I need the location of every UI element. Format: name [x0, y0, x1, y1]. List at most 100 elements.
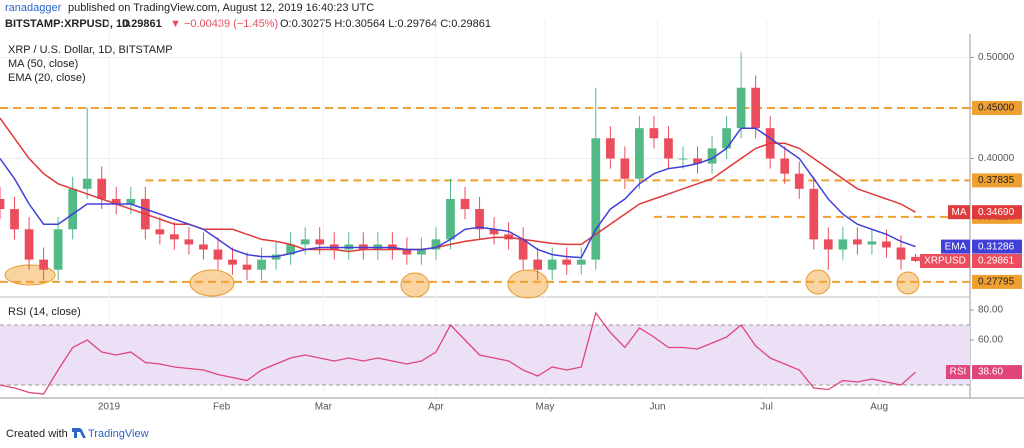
candle-body: [707, 148, 717, 164]
badge-box: [972, 239, 1022, 254]
logo: [72, 428, 86, 438]
badge-name: MA: [952, 207, 967, 218]
candle-body: [664, 138, 673, 159]
candle-body: [0, 198, 5, 210]
candle-body: [39, 259, 48, 270]
candle-body: [402, 249, 412, 255]
level-badge: [972, 274, 1022, 289]
rsi-line: [0, 311, 916, 395]
level-badge-label: 0.27795: [978, 277, 1015, 288]
candle-body: [780, 158, 790, 174]
x-tick-label: 2019: [98, 402, 121, 413]
candle-body: [591, 138, 601, 260]
candle-body: [82, 178, 92, 189]
series-line: [0, 127, 916, 259]
legend-rsi: RSI (14, close): [8, 306, 81, 318]
author[interactable]: ranadagger: [5, 2, 62, 14]
candle-body: [518, 239, 528, 260]
rsi-badge-name-box: [946, 365, 970, 380]
legend-ma: MA (50, close): [8, 58, 78, 70]
candle-body: [882, 241, 891, 248]
candle-body: [489, 229, 499, 235]
candle-body: [228, 259, 237, 265]
candle-body: [722, 128, 731, 149]
rsi-badge-label: 38.60: [978, 367, 1003, 378]
badge-name-box: [920, 254, 970, 269]
badge-label: 0.31286: [978, 241, 1015, 252]
x-tick-label: Apr: [428, 402, 444, 413]
badge-name: XRPUSD: [924, 256, 966, 267]
candle-body: [853, 239, 862, 245]
level-badge: [972, 100, 1022, 115]
candle-body: [809, 188, 819, 240]
candle-body: [184, 239, 194, 245]
candle-body: [475, 209, 484, 230]
rsi-badge-name: RSI: [950, 367, 967, 378]
candle-body: [533, 259, 543, 270]
candle-body: [896, 247, 906, 260]
candle-body: [68, 188, 78, 230]
candle-body: [678, 158, 688, 160]
highlight: [896, 271, 920, 295]
candle-body: [213, 249, 223, 260]
candle-body: [576, 259, 586, 265]
badge-label: 0.34690: [978, 207, 1015, 218]
candle-body: [242, 264, 252, 270]
change: ▼ −0.00439 (−1.45%): [170, 18, 278, 30]
candle-body: [126, 198, 136, 205]
y-tick-label: 0.50000: [978, 52, 1015, 63]
candle-body: [620, 158, 630, 179]
candle-body: [605, 138, 615, 159]
rsi-badge-box: [972, 365, 1022, 380]
y-tick-label: 0.40000: [978, 153, 1015, 164]
x-tick-label: May: [535, 402, 554, 413]
candle-body: [431, 239, 441, 250]
badge-label: 0.29861: [978, 256, 1015, 267]
last-price: 0.29861: [122, 18, 162, 30]
rsi-band: [0, 325, 970, 385]
highlight: [189, 269, 235, 297]
candle-body: [300, 239, 310, 245]
badge-name-box: [941, 239, 970, 254]
level-badge: [972, 173, 1022, 188]
candle-body: [446, 198, 455, 240]
x-tick-label: Jun: [650, 402, 666, 413]
highlight: [400, 272, 430, 298]
legend-ema: EMA (20, close): [8, 72, 86, 84]
candle-body: [257, 259, 266, 270]
highlight: [4, 264, 56, 286]
candle-body: [199, 244, 208, 250]
candle-body: [97, 178, 107, 199]
chart-title: XRP / U.S. Dollar, 1D, BITSTAMP: [8, 44, 173, 56]
badge-box: [972, 254, 1022, 269]
candle-body: [649, 128, 659, 139]
level-badge-label: 0.45000: [978, 103, 1015, 114]
candle-body: [24, 229, 34, 260]
candle-body: [751, 87, 761, 129]
candle-body: [460, 198, 470, 210]
candle-body: [10, 209, 19, 230]
highlight: [507, 269, 549, 299]
candle-body: [911, 256, 920, 262]
rsi-tick-label: 80.00: [978, 305, 1003, 316]
x-tick-label: Jul: [760, 402, 773, 413]
series-line: [0, 117, 916, 253]
candle-body: [794, 173, 804, 189]
rsi-tick-label: 60.00: [978, 335, 1003, 346]
candle-body: [170, 234, 179, 240]
footer-brand[interactable]: TradingView: [88, 428, 149, 440]
x-tick-label: Feb: [213, 402, 231, 413]
candle-body: [111, 198, 121, 205]
candle-body: [417, 249, 426, 255]
candle-body: [155, 229, 165, 235]
ohlc: O:0.30275 H:0.30564 L:0.29764 C:0.29861: [280, 18, 491, 30]
candle-body: [823, 239, 833, 250]
badge-name: EMA: [945, 241, 967, 252]
candle-body: [736, 87, 746, 129]
candle-body: [547, 259, 557, 270]
badge-name-box: [948, 205, 970, 220]
footer-prefix: Created with: [6, 428, 68, 440]
candle-body: [838, 239, 848, 250]
badge-box: [972, 205, 1022, 220]
